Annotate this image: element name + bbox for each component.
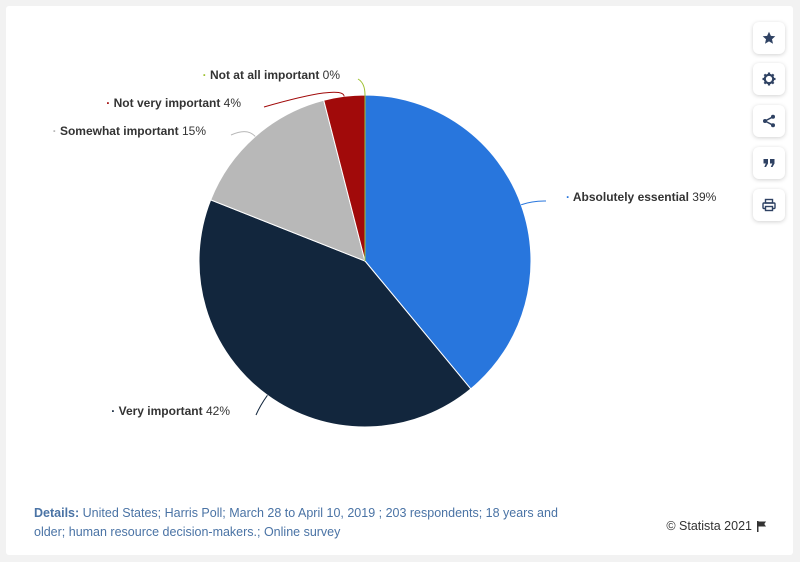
print-button[interactable] [753,189,785,221]
cite-button[interactable] [753,147,785,179]
flag-icon [757,521,766,532]
copyright-text: © Statista 2021 [666,519,752,533]
copyright[interactable]: © Statista 2021 [666,519,767,533]
slice-very-important[interactable] [198,199,472,428]
data-label-not-at-all-important: · Not at all important 0% [203,68,341,82]
share-icon [763,114,775,128]
favorite-button[interactable] [753,22,785,54]
connector-somewhat-important [230,131,256,137]
data-label-not-very-important: · Not very important 4% [106,96,241,110]
data-label-absolutely-essential: · Absolutely essential 39% [566,190,717,204]
slice-absolutely-essential[interactable] [364,94,532,390]
pie-chart: · Absolutely essential 39% · Very importa… [53,68,717,428]
gear-icon [762,72,776,86]
connector-absolutely-essential [521,200,547,206]
connector-very-important [255,395,268,416]
share-button[interactable] [753,105,785,137]
data-label-somewhat-important: · Somewhat important 15% [53,124,207,138]
chart-card: · Absolutely essential 39% · Very importa… [6,6,793,555]
details-body: United States; Harris Poll; March 28 to … [34,506,558,539]
details-text: Details: United States; Harris Poll; Mar… [34,504,574,542]
data-label-very-important: · Very important 42% [111,404,230,418]
settings-button[interactable] [753,63,785,95]
quote-icon [763,159,775,167]
connector-not-at-all-important [357,78,366,96]
slice-somewhat-important[interactable] [210,99,366,262]
star-icon [762,31,776,44]
connector-not-very-important [263,91,345,108]
print-icon [762,198,776,212]
details-label: Details: [34,506,80,520]
